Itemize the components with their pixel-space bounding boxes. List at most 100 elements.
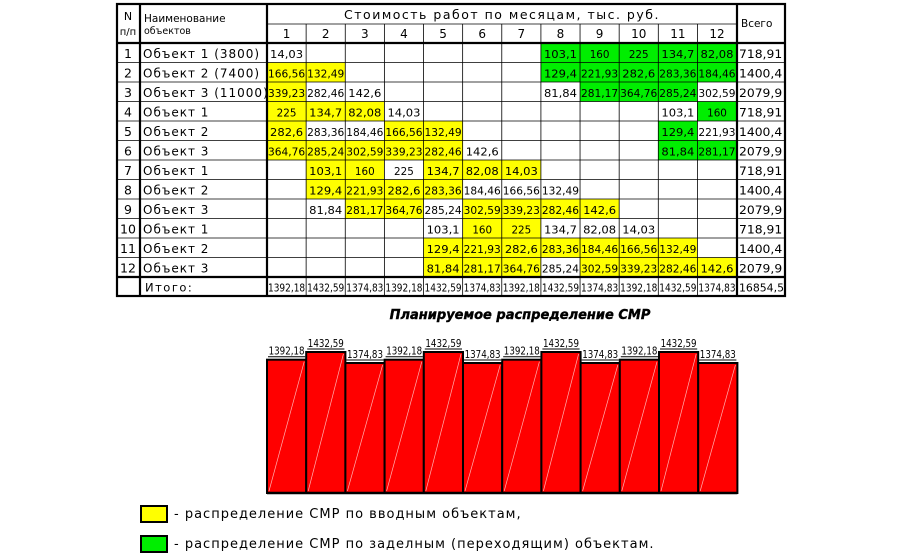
object-name: Объект 3 (11000) <box>143 86 269 100</box>
cost-cell: 221,93 <box>698 126 735 139</box>
cost-cell: 339,23 <box>268 87 305 100</box>
row-number: 9 <box>124 202 132 217</box>
cost-cell: 103,1 <box>544 48 577 61</box>
bar-hatch <box>582 364 619 492</box>
object-name: Объект 1 (3800) <box>143 47 260 61</box>
bar-value-label: 1374,83 <box>700 349 736 361</box>
cost-cell: 132,49 <box>425 126 462 139</box>
cell-fill <box>306 160 346 180</box>
cell-fill <box>501 257 541 277</box>
cell-fill <box>501 218 541 238</box>
bar-value-label: 1392,18 <box>269 346 305 358</box>
header-num: N <box>124 10 132 23</box>
month-header: 8 <box>557 27 565 41</box>
cell-fill <box>658 82 698 102</box>
cell-fill <box>540 199 581 219</box>
month-header: 2 <box>322 27 330 41</box>
object-name: Объект 1 <box>143 106 209 120</box>
cell-fill <box>267 82 307 102</box>
cost-cell: 339,23 <box>503 204 540 217</box>
cost-cell: 14,03 <box>270 48 303 61</box>
cost-cell: 160 <box>590 48 610 61</box>
cell-fill <box>423 121 463 141</box>
cost-cell: 283,36 <box>425 185 462 198</box>
month-header: 5 <box>439 27 447 41</box>
header-name: Наименование <box>144 13 226 25</box>
footer-value: 1392,18 <box>620 283 657 295</box>
cost-cell: 282,6 <box>270 126 303 139</box>
row-number: 6 <box>124 144 132 159</box>
cost-cell: 160 <box>707 107 727 120</box>
bar-hatch <box>307 353 344 492</box>
cost-cell: 302,59 <box>464 204 501 217</box>
cell-fill <box>345 160 385 180</box>
cell-fill <box>580 238 620 258</box>
row-number: 2 <box>124 66 132 81</box>
cost-cell: 225 <box>629 48 649 61</box>
month-header: 12 <box>709 27 724 41</box>
cell-fill <box>501 160 541 180</box>
cell-fill <box>267 62 307 82</box>
cost-cell: 81,84 <box>309 204 342 217</box>
object-name: Объект 3 <box>143 145 209 159</box>
month-header: 11 <box>670 27 685 41</box>
row-total: 2079,9 <box>739 86 782 100</box>
bar-value-label: 1392,18 <box>504 346 540 358</box>
row-number: 11 <box>120 241 136 256</box>
cell-fill <box>306 179 346 199</box>
bar-hatch <box>503 361 540 492</box>
bar-value-label: 1432,59 <box>661 338 697 350</box>
cost-cell: 129,4 <box>309 185 342 198</box>
header-months: Стоимость работ по месяцам, тыс. руб. <box>344 7 660 22</box>
footer-value: 1374,83 <box>346 283 383 295</box>
legend-item-carryover: - распределение СМР по заделным (переход… <box>140 533 655 555</box>
cost-cell: 339,23 <box>620 263 657 276</box>
footer-value: 1374,83 <box>581 283 618 295</box>
cell-fill <box>697 43 737 63</box>
cost-cell: 282,46 <box>542 204 579 217</box>
cost-cell: 302,59 <box>581 263 618 276</box>
month-header: 3 <box>361 27 369 41</box>
cell-fill <box>580 62 620 82</box>
cell-fill <box>423 140 463 160</box>
month-header: 7 <box>518 27 526 41</box>
footer-value: 1392,18 <box>503 283 540 295</box>
cost-cell: 132,49 <box>542 185 579 198</box>
cost-cell: 225 <box>277 107 297 120</box>
legend-text-carryover: - распределение СМР по заделным (переход… <box>174 536 655 552</box>
cell-fill <box>384 179 424 199</box>
row-total: 718,91 <box>739 106 782 120</box>
month-header: 9 <box>596 27 604 41</box>
cost-cell: 282,6 <box>622 68 655 81</box>
cell-fill <box>462 199 502 219</box>
row-total: 2079,9 <box>739 145 782 159</box>
footer-value: 1392,18 <box>268 283 305 295</box>
cost-cell: 364,76 <box>385 204 422 217</box>
footer-total: 16854,5 <box>739 282 784 295</box>
cost-cell: 14,03 <box>622 224 655 237</box>
cost-cell: 160 <box>472 224 492 237</box>
cell-fill <box>658 121 698 141</box>
cell-fill <box>658 62 698 82</box>
bar-value-label: 1392,18 <box>386 346 422 358</box>
cost-cell: 134,7 <box>427 165 460 178</box>
bar-value-label: 1392,18 <box>621 346 657 358</box>
cost-cell: 184,46 <box>464 185 501 198</box>
cost-cell: 225 <box>511 224 531 237</box>
cell-fill <box>345 140 385 160</box>
row-number: 8 <box>124 183 132 198</box>
month-header: 6 <box>478 27 486 41</box>
cell-fill <box>697 62 737 82</box>
footer-value: 1432,59 <box>307 283 344 295</box>
cost-cell: 283,36 <box>307 126 344 139</box>
cost-cell: 283,36 <box>542 243 579 256</box>
cell-fill <box>658 238 698 258</box>
cost-cell: 285,24 <box>425 204 462 217</box>
cost-cell: 184,46 <box>581 243 618 256</box>
bar-value-label: 1432,59 <box>543 338 579 350</box>
cost-cell: 82,08 <box>583 224 616 237</box>
footer-value: 1374,83 <box>464 283 501 295</box>
object-name: Объект 2 (7400) <box>143 67 260 81</box>
cell-fill <box>384 121 424 141</box>
